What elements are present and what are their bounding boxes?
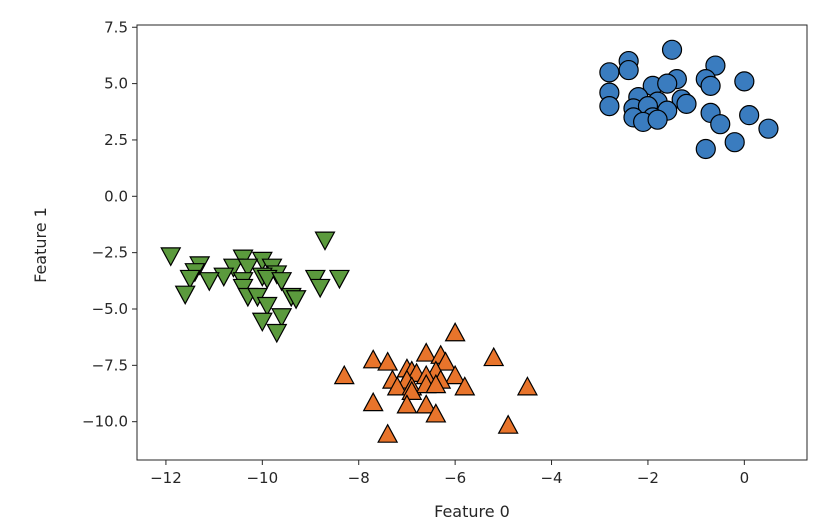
circle-point-0 — [700, 75, 721, 96]
triangle-up-point-1 — [362, 391, 384, 412]
plot-area — [136, 24, 808, 461]
triangle-up-point-1 — [434, 351, 456, 371]
triangle-down-point-2 — [174, 285, 196, 305]
y-axis-label: Feature 1 — [31, 207, 50, 283]
triangle-up-point-1 — [333, 364, 355, 385]
triangle-down-point-2 — [271, 272, 293, 292]
x-tick-label: −6 — [444, 469, 466, 487]
triangle-up-point-1 — [444, 364, 466, 385]
triangle-down-point-2 — [256, 269, 278, 290]
triangle-down-point-2 — [309, 278, 331, 299]
triangle-up-point-1 — [425, 373, 447, 394]
triangle-up-point-1 — [415, 394, 437, 414]
circle-point-0 — [734, 71, 755, 92]
y-tick-label: −2.5 — [92, 244, 128, 262]
triangle-down-point-2 — [314, 231, 336, 251]
triangle-up-point-1 — [377, 351, 399, 371]
circle-point-0 — [710, 114, 731, 135]
circle-point-0 — [661, 39, 683, 60]
x-axis-label: Feature 0 — [434, 502, 510, 521]
triangle-down-point-2 — [266, 323, 288, 344]
triangle-up-point-1 — [415, 342, 437, 362]
circle-point-0 — [599, 62, 620, 83]
triangle-up-point-1 — [377, 423, 399, 443]
triangle-down-point-2 — [328, 269, 350, 290]
triangle-up-point-1 — [425, 403, 447, 423]
x-tick-label: −2 — [637, 469, 659, 487]
triangle-up-point-1 — [386, 376, 408, 396]
circle-point-0 — [676, 93, 697, 114]
triangle-down-point-2 — [179, 269, 201, 290]
circle-point-0 — [647, 109, 668, 130]
x-axis: −12 −10 −8 −6 −4 −2 0 — [150, 460, 749, 487]
y-tick-label: −7.5 — [92, 356, 128, 374]
circle-point-0 — [724, 132, 745, 153]
triangle-up-point-1 — [497, 414, 519, 434]
x-tick-label: 0 — [740, 469, 750, 487]
y-axis: 7.5 5.0 2.5 0.0 −2.5 −5.0 −7.5 −10.0 — [82, 18, 137, 431]
triangle-down-point-2 — [198, 272, 220, 292]
y-tick-label: 2.5 — [104, 131, 128, 149]
triangle-up-point-1 — [396, 394, 418, 414]
y-tick-label: 5.0 — [104, 75, 128, 93]
y-tick-label: −10.0 — [82, 413, 128, 431]
x-tick-label: −10 — [246, 469, 278, 487]
triangle-down-point-2 — [285, 290, 307, 310]
circle-point-0 — [657, 73, 678, 94]
x-tick-label: −8 — [348, 469, 370, 487]
triangle-up-point-1 — [483, 346, 505, 367]
triangle-down-point-2 — [251, 312, 273, 333]
triangle-up-point-1 — [444, 322, 466, 342]
circle-point-0 — [695, 138, 716, 160]
y-tick-label: 0.0 — [104, 187, 128, 205]
circle-point-0 — [618, 59, 639, 81]
data-points — [160, 39, 779, 443]
circle-point-0 — [739, 105, 760, 126]
triangle-down-point-2 — [271, 308, 293, 328]
triangle-up-point-1 — [454, 376, 476, 396]
x-tick-label: −4 — [540, 469, 562, 487]
triangle-up-point-1 — [362, 349, 384, 369]
circle-point-0 — [599, 96, 620, 117]
triangle-up-point-1 — [516, 376, 538, 396]
triangle-down-point-2 — [256, 296, 278, 317]
circle-point-0 — [758, 118, 779, 139]
x-tick-label: −12 — [150, 469, 182, 487]
y-tick-label: −5.0 — [92, 300, 128, 318]
triangle-down-point-2 — [160, 247, 182, 267]
y-tick-label: 7.5 — [104, 18, 128, 36]
